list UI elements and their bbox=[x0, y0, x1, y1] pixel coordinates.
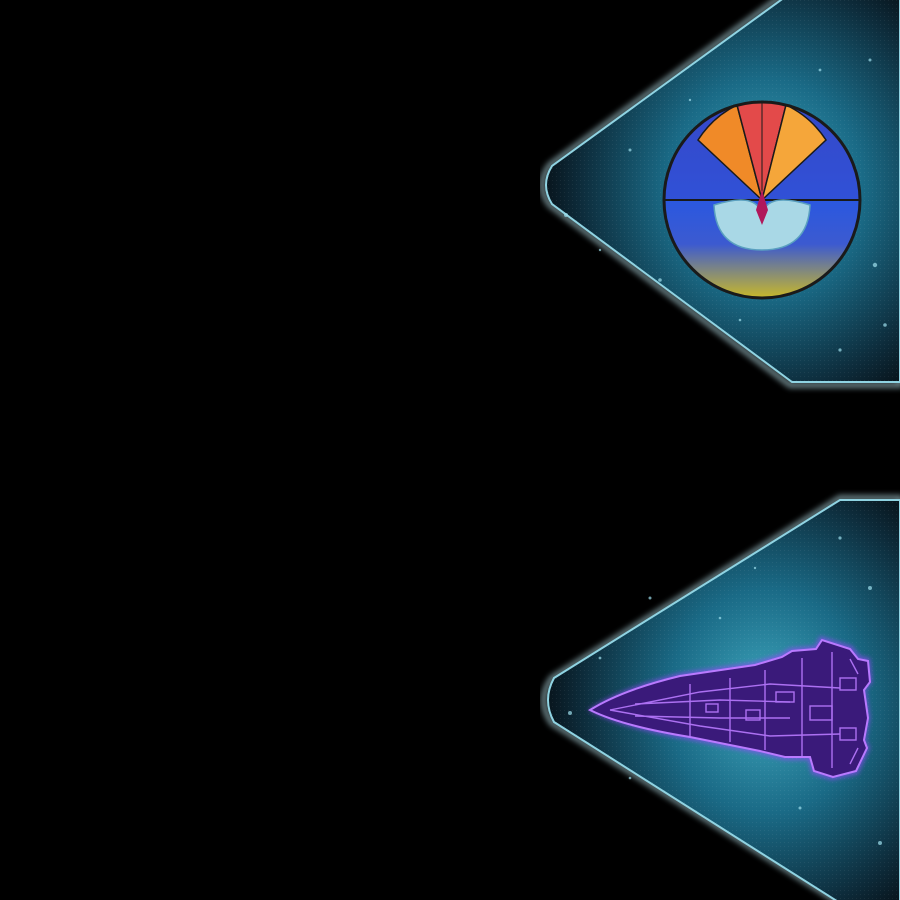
star-specks bbox=[568, 536, 882, 845]
starship-miniature bbox=[587, 636, 872, 780]
ship-token-graphic bbox=[541, 495, 900, 900]
ship-token[interactable] bbox=[540, 478, 900, 900]
faction-token-graphic bbox=[540, 0, 900, 388]
star-specks bbox=[564, 58, 887, 352]
faction-emblem bbox=[662, 100, 862, 300]
faction-token[interactable] bbox=[540, 0, 900, 400]
